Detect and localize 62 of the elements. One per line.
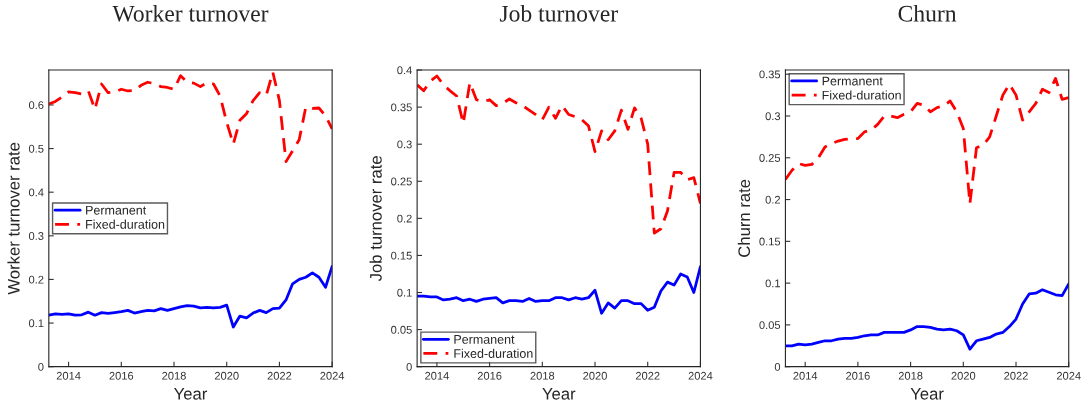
y-tick-label: 0.15: [759, 237, 781, 246]
line-series: [417, 265, 701, 315]
y-tick-label: 0: [774, 362, 781, 371]
chart-title: Churn: [898, 5, 957, 22]
y-axis-title: Job turnover rate: [369, 156, 382, 282]
y-tick-label: 0.4: [28, 188, 44, 197]
legend-label: Fixed-duration: [86, 219, 165, 229]
y-tick-label: 0: [38, 362, 44, 371]
legend-label: Permanent: [822, 76, 883, 86]
x-axis-title: Year: [542, 388, 576, 400]
x-tick-label: 2018: [898, 371, 923, 380]
y-tick-label: 0.6: [28, 101, 44, 110]
x-tick-label: 2014: [425, 371, 449, 380]
y-tick-label: 0.1: [765, 279, 781, 288]
y-tick-label: 0.05: [759, 321, 781, 330]
x-tick-label: 2016: [846, 371, 870, 380]
y-tick-label: 0.3: [397, 140, 412, 149]
y-tick-label: 0.2: [765, 195, 780, 204]
line-series: [785, 77, 1069, 206]
y-tick-label: 0: [406, 362, 412, 371]
x-tick-label: 2024: [1056, 371, 1081, 380]
x-tick-label: 2022: [635, 371, 660, 380]
line-series: [48, 264, 333, 329]
y-tick-label: 0.15: [391, 251, 412, 260]
x-tick-label: 2016: [109, 371, 134, 380]
x-tick-label: 2020: [951, 371, 976, 380]
x-tick-label: 2014: [56, 371, 81, 380]
x-tick-label: 2018: [530, 371, 555, 380]
x-tick-label: 2022: [267, 371, 292, 380]
y-tick-label: 0.3: [28, 232, 44, 240]
chart-title: Worker turnover: [112, 5, 269, 22]
x-tick-label: 2024: [320, 371, 345, 380]
legend-label: Permanent: [86, 205, 147, 215]
x-tick-label: 2016: [477, 371, 502, 380]
x-tick-label: 2020: [583, 371, 607, 380]
y-tick-label: 0.35: [391, 103, 412, 112]
legend-label: Fixed-duration: [822, 90, 901, 100]
y-tick-label: 0.25: [759, 154, 781, 162]
y-tick-label: 0.1: [397, 288, 412, 297]
legend-label: Permanent: [454, 335, 515, 344]
x-tick-label: 2022: [1004, 371, 1028, 380]
line-series: [417, 74, 701, 235]
y-tick-label: 0.05: [391, 325, 412, 334]
y-tick-label: 0.35: [759, 70, 781, 79]
y-tick-label: 0.2: [28, 275, 44, 284]
x-tick-label: 2018: [162, 371, 186, 380]
x-tick-label: 2020: [214, 371, 239, 380]
y-axis-title: Churn rate: [737, 179, 751, 257]
y-tick-label: 0.1: [28, 319, 44, 328]
y-tick-label: 0.3: [765, 112, 781, 121]
x-axis-title: Year: [174, 388, 208, 400]
chart-title: Job turnover: [499, 5, 618, 22]
y-axis-title: Worker turnover rate: [7, 142, 20, 295]
x-axis-title: Year: [910, 388, 944, 400]
y-tick-label: 0.2: [397, 214, 412, 223]
y-tick-label: 0.4: [397, 66, 412, 75]
y-tick-label: 0.5: [28, 144, 44, 153]
legend-label: Fixed-duration: [454, 348, 533, 358]
y-tick-label: 0.25: [391, 177, 412, 186]
line-series: [785, 282, 1069, 351]
x-tick-label: 2014: [793, 371, 818, 380]
x-tick-label: 2024: [688, 371, 713, 380]
